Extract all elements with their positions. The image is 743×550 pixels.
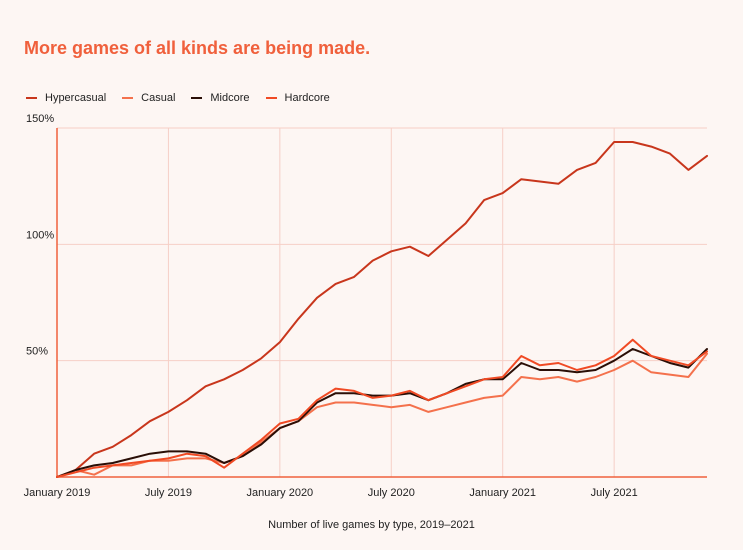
legend-item-hypercasual: Hypercasual [26, 92, 106, 104]
legend-swatch-casual [122, 97, 134, 99]
legend-label-midcore: Midcore [210, 92, 250, 104]
legend-label-casual: Casual [141, 92, 176, 104]
y-tick-label-2: 50% [26, 346, 48, 358]
x-tick-label-1: July 2019 [145, 487, 192, 499]
y-tick-label-1: 100% [26, 229, 54, 241]
series-line-hypercasual [56, 141, 708, 478]
legend-swatch-hardcore [265, 97, 277, 99]
x-tick-label-4: January 2021 [469, 487, 536, 499]
x-tick-label-0: January 2019 [24, 487, 91, 499]
x-tick-label-5: July 2021 [591, 487, 638, 499]
chart-title: More games of all kinds are being made. [24, 38, 371, 58]
series-line-midcore [56, 348, 708, 478]
chart-caption: Number of live games by type, 2019–2021 [268, 519, 475, 531]
legend-swatch-hypercasual [26, 97, 37, 99]
x-tick-label-3: July 2020 [368, 487, 415, 499]
series-line-casual [56, 352, 708, 478]
legend-item-casual: Casual [122, 92, 175, 104]
legend-swatch-midcore [191, 97, 203, 99]
x-tick-label-2: January 2020 [247, 487, 314, 499]
legend-label-hypercasual: Hypercasual [45, 92, 107, 104]
legend-label-hardcore: Hardcore [284, 92, 330, 104]
series-line-hardcore [56, 338, 708, 478]
legend-item-hardcore: Hardcore [265, 92, 330, 104]
y-tick-label-0: 150% [26, 113, 54, 125]
legend-item-midcore: Midcore [191, 92, 250, 104]
chart-legend: Hypercasual Casual Midcore Hardcore [26, 92, 346, 104]
